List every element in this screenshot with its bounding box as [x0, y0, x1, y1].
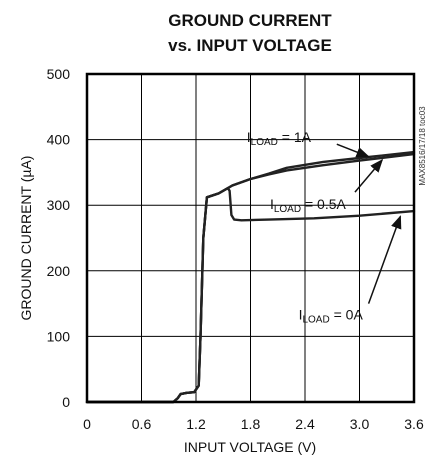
x-tick-label: 1.2: [186, 416, 206, 432]
chart-title-line1: GROUND CURRENT: [168, 11, 332, 30]
x-tick-label: 3.0: [350, 416, 370, 432]
x-tick-label: 2.4: [295, 416, 315, 432]
x-tick-label: 0: [83, 416, 91, 432]
x-tick-label: 3.6: [404, 416, 424, 432]
series-line: [85, 150, 416, 404]
chart-title-line2: vs. INPUT VOLTAGE: [168, 36, 332, 55]
x-axis-label: INPUT VOLTAGE (V): [184, 439, 316, 455]
y-tick-label: 500: [47, 66, 71, 82]
plot-frame: [85, 72, 416, 404]
grid-lines: [87, 74, 414, 402]
y-tick-label: 100: [47, 328, 71, 344]
figure-id-tag: MAX8516/17/18 toc03: [418, 106, 427, 186]
y-tick-label: 200: [47, 263, 71, 279]
annotations: ILOAD = 1A ILOAD = 0.5A ILOAD = 0A: [247, 129, 402, 326]
series-layer: [85, 150, 416, 404]
x-tick-label: 1.8: [241, 416, 261, 432]
annotation-label: ILOAD = 1A: [247, 129, 312, 148]
annotation-arrow: [354, 158, 384, 193]
annotation-arrow: [367, 215, 402, 304]
y-tick-label: 300: [47, 197, 71, 213]
y-tick-labels: 0 100 200 300 400 500: [47, 66, 71, 410]
y-tick-label: 400: [47, 132, 71, 148]
x-tick-label: 0.6: [132, 416, 152, 432]
y-axis-label: GROUND CURRENT (µA): [18, 156, 34, 321]
annotation-label: ILOAD = 0A: [299, 307, 364, 326]
annotation-arrow: [336, 143, 370, 158]
annotation-label: ILOAD = 0.5A: [270, 196, 347, 215]
x-tick-labels: 0 0.6 1.2 1.8 2.4 3.0 3.6: [83, 416, 424, 432]
y-tick-label: 0: [62, 394, 70, 410]
